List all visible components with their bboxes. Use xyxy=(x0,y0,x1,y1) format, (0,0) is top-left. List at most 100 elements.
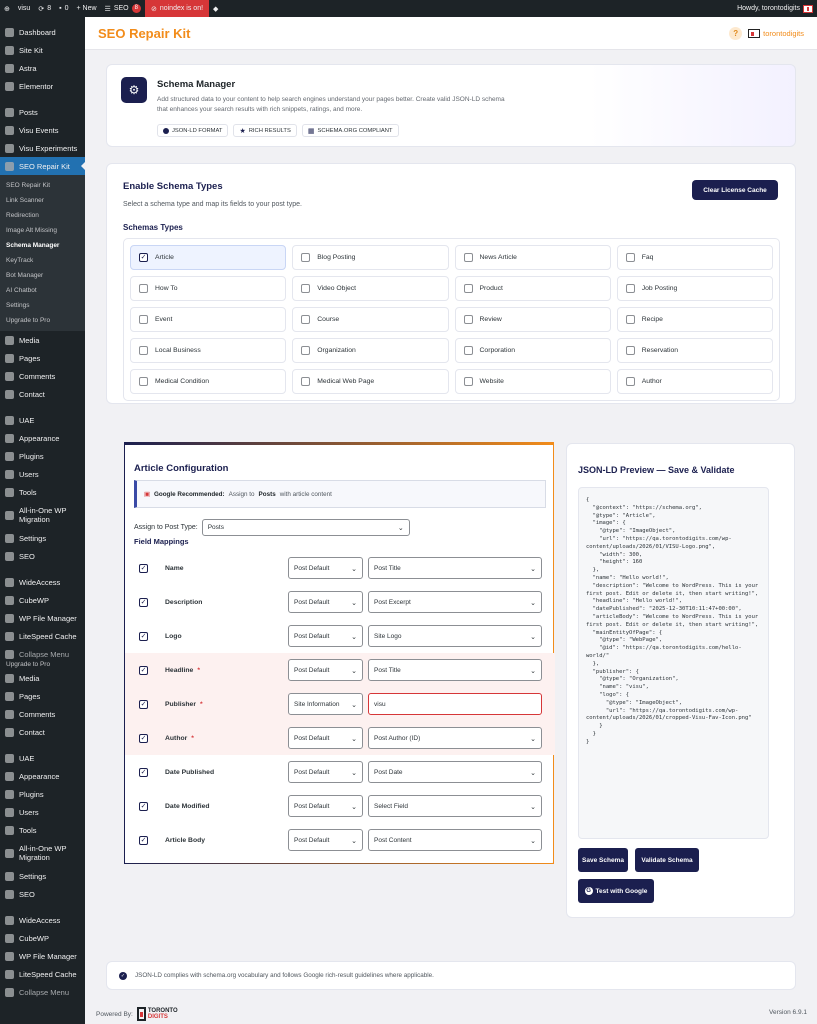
schema-type-checkbox[interactable]: ✓ xyxy=(139,253,148,262)
submenu-item-upgrade-to-pro[interactable]: Upgrade to Pro xyxy=(6,317,51,324)
sidebar-item-comments[interactable]: Comments xyxy=(0,705,85,723)
schema-type-review[interactable]: Review xyxy=(454,307,611,332)
field-enabled-checkbox[interactable]: ✓ xyxy=(139,733,148,743)
field-source-select[interactable]: Post Default ⌄ xyxy=(288,557,363,579)
schema-type-checkbox[interactable] xyxy=(625,253,635,262)
field-value-select[interactable]: Post Title ⌄ xyxy=(368,557,542,579)
sidebar-item-all-in-one-wp-migration[interactable]: All-in-One WP Migration xyxy=(0,501,85,529)
field-source-select[interactable]: Post Default ⌄ xyxy=(288,829,363,851)
field-value-select[interactable]: Site Logo ⌄ xyxy=(368,625,542,647)
schema-type-reservation[interactable]: Reservation xyxy=(616,338,773,363)
field-enabled-checkbox[interactable]: ✓ xyxy=(139,597,148,607)
schema-type-checkbox[interactable] xyxy=(463,377,473,386)
schema-type-news-article[interactable]: News Article xyxy=(454,245,611,270)
sidebar-item-appearance[interactable]: Appearance xyxy=(0,429,85,447)
sidebar-item-users[interactable]: Users xyxy=(0,465,85,483)
schema-type-medical-condition[interactable]: Medical Condition xyxy=(130,369,287,394)
sidebar-item-media[interactable]: Media xyxy=(0,669,85,687)
field-source-select[interactable]: Post Default ⌄ xyxy=(288,591,363,613)
sidebar-item-seo[interactable]: SEO xyxy=(0,885,85,903)
schema-type-checkbox[interactable] xyxy=(301,315,311,324)
diamond-icon[interactable]: ◆ xyxy=(213,5,219,13)
schema-type-checkbox[interactable] xyxy=(301,284,311,293)
sidebar-item-site-kit[interactable]: Site Kit xyxy=(0,41,85,59)
schema-type-video-object[interactable]: Video Object xyxy=(292,276,449,301)
field-source-select[interactable]: Post Default ⌄ xyxy=(288,795,363,817)
schema-type-checkbox[interactable] xyxy=(139,315,148,324)
schema-type-website[interactable]: Website xyxy=(454,369,611,394)
post-type-select[interactable]: Posts ⌄ xyxy=(201,519,410,536)
help-icon[interactable]: ? xyxy=(729,26,743,40)
my-account[interactable]: Howdy, torontodigits xyxy=(737,4,817,13)
submenu-item-bot-manager[interactable]: Bot Manager xyxy=(6,272,44,279)
validate-schema-button[interactable]: Validate Schema xyxy=(635,848,699,872)
schema-type-organization[interactable]: Organization xyxy=(292,338,449,363)
field-enabled-checkbox[interactable]: ✓ xyxy=(139,801,148,811)
sidebar-item-plugins[interactable]: Plugins xyxy=(0,447,85,465)
sidebar-item-elementor[interactable]: Elementor xyxy=(0,77,85,95)
field-source-select[interactable]: Post Default ⌄ xyxy=(288,625,363,647)
schema-type-product[interactable]: Product xyxy=(454,276,611,301)
sidebar-item-pages[interactable]: Pages xyxy=(0,687,85,705)
field-source-select[interactable]: Post Default ⌄ xyxy=(288,727,363,749)
wp-logo-icon[interactable]: ⊕ xyxy=(4,5,10,13)
field-value-select[interactable]: Post Content ⌄ xyxy=(368,829,542,851)
field-value-select[interactable]: Post Date ⌄ xyxy=(368,761,542,783)
schema-type-faq[interactable]: Faq xyxy=(616,245,773,270)
schema-type-event[interactable]: Event xyxy=(130,307,287,332)
schema-type-recipe[interactable]: Recipe xyxy=(616,307,773,332)
field-enabled-checkbox[interactable]: ✓ xyxy=(139,767,148,777)
sidebar-item-tools[interactable]: Tools xyxy=(0,483,85,501)
sidebar-item-all-in-one-wp-migration[interactable]: All-in-One WP Migration xyxy=(0,839,85,867)
sidebar-item-cubewp[interactable]: CubeWP xyxy=(0,591,85,609)
sidebar-item-appearance[interactable]: Appearance xyxy=(0,767,85,785)
schema-type-corporation[interactable]: Corporation xyxy=(454,338,611,363)
sidebar-item-tools[interactable]: Tools xyxy=(0,821,85,839)
schema-type-checkbox[interactable] xyxy=(139,346,148,355)
field-source-select[interactable]: Site Information ⌄ xyxy=(288,693,363,715)
submenu-item-redirection[interactable]: Redirection xyxy=(6,212,39,219)
schema-type-author[interactable]: Author xyxy=(616,369,773,394)
field-source-select[interactable]: Post Default ⌄ xyxy=(288,659,363,681)
sidebar-item-wideaccess[interactable]: WideAccess xyxy=(0,911,85,929)
schema-type-course[interactable]: Course xyxy=(292,307,449,332)
schema-type-checkbox[interactable] xyxy=(625,315,635,324)
schema-type-checkbox[interactable] xyxy=(463,253,473,262)
schema-type-checkbox[interactable] xyxy=(301,346,311,355)
sidebar-item-plugins[interactable]: Plugins xyxy=(0,785,85,803)
site-name-link[interactable]: visu xyxy=(14,0,34,17)
sidebar-item-wp-file-manager[interactable]: WP File Manager xyxy=(0,609,85,627)
sidebar-item-litespeed-cache[interactable]: LiteSpeed Cache xyxy=(0,965,85,983)
sidebar-item-visu-events[interactable]: Visu Events xyxy=(0,121,85,139)
schema-type-checkbox[interactable] xyxy=(625,377,635,386)
updates-link[interactable]: ⟳ 8 xyxy=(34,0,55,17)
sidebar-item-media[interactable]: Media xyxy=(0,331,85,349)
sidebar-item-wideaccess[interactable]: WideAccess xyxy=(0,573,85,591)
schema-type-how-to[interactable]: How To xyxy=(130,276,287,301)
schema-type-checkbox[interactable] xyxy=(301,377,311,386)
new-content-link[interactable]: + New xyxy=(73,0,101,17)
submenu-item-schema-manager[interactable]: Schema Manager xyxy=(6,242,60,249)
comments-link[interactable]: ▪ 0 xyxy=(55,0,72,17)
sidebar-ghost-upgrade[interactable]: Upgrade to Pro xyxy=(6,660,51,668)
sidebar-item-dashboard[interactable]: Dashboard xyxy=(0,23,85,41)
schema-type-blog-posting[interactable]: Blog Posting xyxy=(292,245,449,270)
schema-type-local-business[interactable]: Local Business xyxy=(130,338,287,363)
noindex-warning[interactable]: ⊘ noindex is on! xyxy=(144,0,210,17)
sidebar-item-seo-repair-kit[interactable]: SEO Repair Kit xyxy=(0,157,85,175)
field-enabled-checkbox[interactable]: ✓ xyxy=(139,665,148,675)
sidebar-item-collapse-menu[interactable]: Collapse Menu xyxy=(0,645,85,663)
sidebar-item-settings[interactable]: Settings xyxy=(0,867,85,885)
sidebar-item-astra[interactable]: Astra xyxy=(0,59,85,77)
sidebar-item-comments[interactable]: Comments xyxy=(0,367,85,385)
schema-type-checkbox[interactable] xyxy=(625,346,635,355)
field-enabled-checkbox[interactable]: ✓ xyxy=(139,835,148,845)
sidebar-item-uae[interactable]: UAE xyxy=(0,749,85,767)
clear-license-cache-button[interactable]: Clear License Cache xyxy=(692,180,778,200)
field-enabled-checkbox[interactable]: ✓ xyxy=(139,563,148,573)
schema-type-checkbox[interactable] xyxy=(139,284,148,293)
field-value-input[interactable]: visu xyxy=(368,693,542,715)
schema-type-medical-web-page[interactable]: Medical Web Page xyxy=(292,369,449,394)
sidebar-item-contact[interactable]: Contact xyxy=(0,385,85,403)
schema-type-checkbox[interactable] xyxy=(301,253,311,262)
